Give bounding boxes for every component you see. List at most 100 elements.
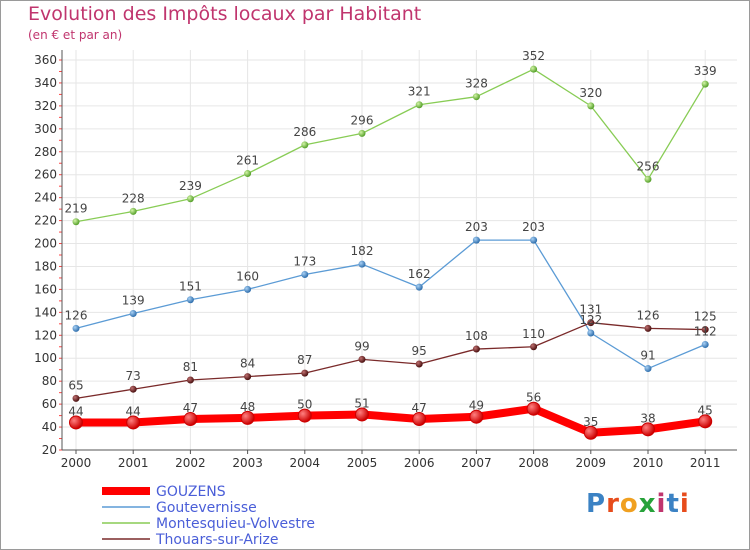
y-tick-label: 180 bbox=[34, 259, 57, 273]
x-tick-label: 2007 bbox=[461, 456, 492, 470]
series-point bbox=[72, 218, 80, 226]
y-tick-label: 360 bbox=[34, 53, 57, 67]
series-point bbox=[530, 343, 538, 351]
series-point bbox=[186, 376, 194, 384]
data-label: 139 bbox=[122, 294, 145, 308]
data-label: 173 bbox=[293, 255, 316, 269]
series-line-montesquieu-volvestre bbox=[75, 68, 706, 223]
data-label: 131 bbox=[579, 303, 602, 317]
series-point bbox=[415, 101, 423, 109]
data-label: 112 bbox=[694, 324, 717, 338]
series bbox=[69, 65, 713, 440]
data-label: 48 bbox=[240, 400, 255, 414]
data-label: 321 bbox=[408, 85, 431, 99]
series-point bbox=[301, 141, 309, 149]
data-label: 91 bbox=[640, 349, 655, 363]
series-point bbox=[355, 407, 369, 422]
x-tick-label: 2009 bbox=[576, 456, 607, 470]
x-tick-label: 2011 bbox=[690, 456, 721, 470]
data-label: 38 bbox=[640, 411, 655, 425]
series-point bbox=[358, 129, 366, 137]
data-label: 81 bbox=[183, 360, 198, 374]
logo-letter: r bbox=[606, 489, 620, 519]
y-tick-label: 160 bbox=[34, 282, 57, 296]
x-tick-label: 2010 bbox=[633, 456, 664, 470]
data-label: 160 bbox=[236, 269, 259, 283]
series-point bbox=[472, 345, 480, 353]
y-tick-label: 80 bbox=[42, 374, 57, 388]
data-label: 49 bbox=[469, 399, 484, 413]
series-line-thouars-sur-arize bbox=[75, 322, 706, 400]
series-point bbox=[129, 385, 137, 393]
legend-label: Montesquieu-Volvestre bbox=[156, 516, 315, 532]
series-point bbox=[644, 365, 652, 373]
data-label: 35 bbox=[583, 415, 598, 429]
series-point bbox=[129, 310, 137, 317]
data-label: 122 bbox=[579, 313, 602, 327]
series-point bbox=[183, 412, 198, 427]
y-tick-label: 220 bbox=[34, 214, 57, 228]
data-label: 162 bbox=[408, 267, 431, 281]
data-label: 65 bbox=[68, 378, 83, 392]
series-point bbox=[126, 415, 141, 430]
series-point bbox=[644, 324, 652, 332]
series-line-gouzens bbox=[72, 404, 710, 437]
logo-letter: i bbox=[679, 489, 690, 519]
series-point bbox=[244, 170, 252, 178]
series-point bbox=[129, 207, 137, 215]
series-point bbox=[583, 425, 598, 440]
series-point bbox=[530, 65, 538, 73]
logo-letter: P bbox=[586, 489, 607, 519]
y-tick-label: 60 bbox=[42, 397, 57, 411]
y-tick-label: 260 bbox=[34, 168, 57, 182]
logo-letter: i bbox=[656, 489, 667, 519]
chart-subtitle: (en € et par an) bbox=[28, 28, 123, 42]
data-label: 352 bbox=[522, 49, 545, 63]
y-tick-label: 40 bbox=[42, 420, 57, 434]
grid bbox=[62, 50, 737, 451]
legend: GOUZENSGoutevernisseMontesquieu-Volvestr… bbox=[102, 484, 315, 548]
y-tick-label: 340 bbox=[34, 76, 57, 90]
x-tick-label: 2004 bbox=[290, 456, 321, 470]
data-label: 45 bbox=[698, 403, 713, 417]
legend-label: Goutevernisse bbox=[156, 500, 257, 516]
series-point bbox=[530, 236, 538, 244]
data-label: 56 bbox=[526, 391, 541, 405]
data-label: 126 bbox=[65, 308, 88, 322]
x-tick-label: 2005 bbox=[347, 456, 378, 470]
series-point bbox=[472, 236, 480, 244]
data-label: 339 bbox=[694, 64, 717, 78]
data-label: 87 bbox=[297, 353, 312, 367]
series-point bbox=[415, 360, 423, 368]
data-label: 95 bbox=[412, 344, 427, 358]
series-point bbox=[526, 401, 541, 416]
x-tick-label: 2001 bbox=[118, 456, 149, 470]
y-tick-label: 120 bbox=[34, 328, 57, 342]
y-tick-label: 200 bbox=[34, 237, 57, 251]
y-tick-label: 240 bbox=[34, 191, 57, 205]
data-label: 44 bbox=[68, 404, 83, 418]
series-point bbox=[701, 326, 709, 334]
logo-letter: x bbox=[638, 489, 657, 519]
data-label: 228 bbox=[122, 191, 145, 205]
legend-label: GOUZENS bbox=[156, 484, 226, 500]
series-point bbox=[587, 329, 595, 337]
series-point bbox=[644, 175, 652, 183]
data-label: 47 bbox=[412, 401, 427, 415]
series-point bbox=[701, 340, 709, 348]
data-label: 47 bbox=[183, 401, 198, 415]
data-label: 203 bbox=[522, 220, 545, 234]
series-point bbox=[701, 80, 709, 88]
x-tick-label: 2008 bbox=[518, 456, 549, 470]
data-label: 50 bbox=[297, 398, 312, 412]
data-label: 125 bbox=[694, 310, 717, 324]
x-tick-label: 2006 bbox=[404, 456, 435, 470]
x-tick-label: 2003 bbox=[232, 456, 263, 470]
x-tick-label: 2000 bbox=[61, 456, 92, 470]
y-tick-label: 20 bbox=[42, 443, 57, 457]
chart-title: Evolution des Impôts locaux par Habitant bbox=[28, 3, 422, 25]
proxiti-logo: Proxiti bbox=[586, 489, 690, 519]
data-label: 256 bbox=[637, 159, 660, 173]
series-point bbox=[301, 271, 309, 278]
